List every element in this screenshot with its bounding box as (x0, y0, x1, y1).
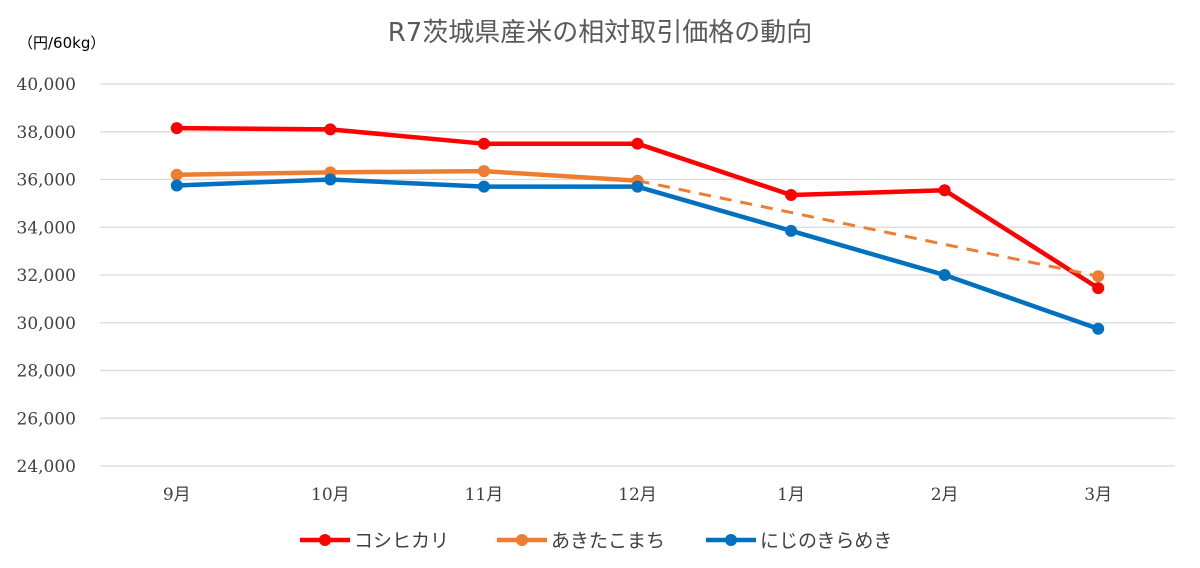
y-tick-label: 34,000 (17, 218, 76, 238)
data-point (1092, 270, 1105, 283)
legend-item: あきたこまち (497, 530, 665, 552)
data-point (477, 180, 490, 193)
legend-marker (319, 534, 331, 546)
data-point (477, 137, 490, 150)
data-point (1092, 322, 1105, 335)
x-tick-label: 2月 (931, 485, 959, 505)
x-tick-label: 12月 (618, 485, 657, 505)
data-point (785, 189, 798, 202)
series-dashed-line (637, 179, 1099, 278)
y-tick-label: 30,000 (17, 314, 76, 334)
x-tick-label: 11月 (465, 485, 504, 505)
data-point (938, 184, 951, 197)
y-tick-label: 40,000 (17, 75, 76, 95)
data-point (631, 137, 644, 150)
x-axis-ticks: 9月 10月 11月 12月 1月 2月 3月 (163, 485, 1112, 505)
legend-item: にじのきらめき (706, 530, 892, 552)
series-2 (170, 173, 1105, 335)
data-point (938, 269, 951, 281)
legend-label: あきたこまち (551, 530, 665, 552)
legend-marker (516, 534, 528, 546)
legend-marker (725, 534, 737, 546)
y-tick-label: 26,000 (17, 409, 76, 429)
y-tick-label: 28,000 (17, 362, 76, 382)
legend-label: コシヒカリ (354, 530, 449, 552)
data-point (1092, 282, 1105, 295)
data-point (170, 122, 183, 135)
x-tick-label: 1月 (777, 485, 805, 505)
data-point (477, 165, 490, 178)
y-tick-label: 24,000 (17, 457, 76, 477)
data-point (324, 123, 337, 136)
data-point (631, 180, 644, 193)
series-line (174, 168, 640, 183)
legend: コシヒカリ あきたこまち にじのきらめき (300, 530, 892, 552)
y-axis-ticks: 24,000 26,000 28,000 30,000 32,000 34,000 36,0… (17, 75, 76, 477)
y-tick-label: 32,000 (17, 266, 76, 286)
series-layer (170, 122, 1105, 335)
x-tick-label: 3月 (1084, 485, 1112, 505)
y-axis-unit-label: （円/60kg） (18, 34, 105, 52)
series-0 (170, 122, 1105, 295)
chart-title: R7茨城県産米の相対取引価格の動向 (388, 18, 813, 48)
data-point (170, 168, 183, 181)
y-tick-label: 38,000 (17, 123, 76, 143)
data-point (170, 179, 183, 192)
data-point (324, 173, 337, 186)
y-tick-label: 36,000 (17, 171, 76, 191)
x-tick-label: 10月 (311, 485, 350, 505)
legend-item: コシヒカリ (300, 530, 449, 552)
data-point (785, 224, 798, 237)
series-line (174, 125, 1101, 291)
x-tick-label: 9月 (163, 485, 191, 505)
legend-label: にじのきらめき (760, 530, 892, 552)
